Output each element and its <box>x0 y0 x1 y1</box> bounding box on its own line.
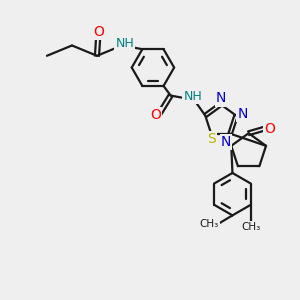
Text: O: O <box>264 122 275 136</box>
Text: CH₃: CH₃ <box>241 222 260 233</box>
Text: N: N <box>237 107 248 121</box>
Text: N: N <box>216 92 226 106</box>
Text: O: O <box>150 108 161 122</box>
Text: NH: NH <box>183 90 202 103</box>
Text: CH₃: CH₃ <box>200 219 219 229</box>
Text: NH: NH <box>116 37 134 50</box>
Text: O: O <box>93 25 104 39</box>
Text: N: N <box>221 135 231 149</box>
Text: S: S <box>207 132 215 146</box>
